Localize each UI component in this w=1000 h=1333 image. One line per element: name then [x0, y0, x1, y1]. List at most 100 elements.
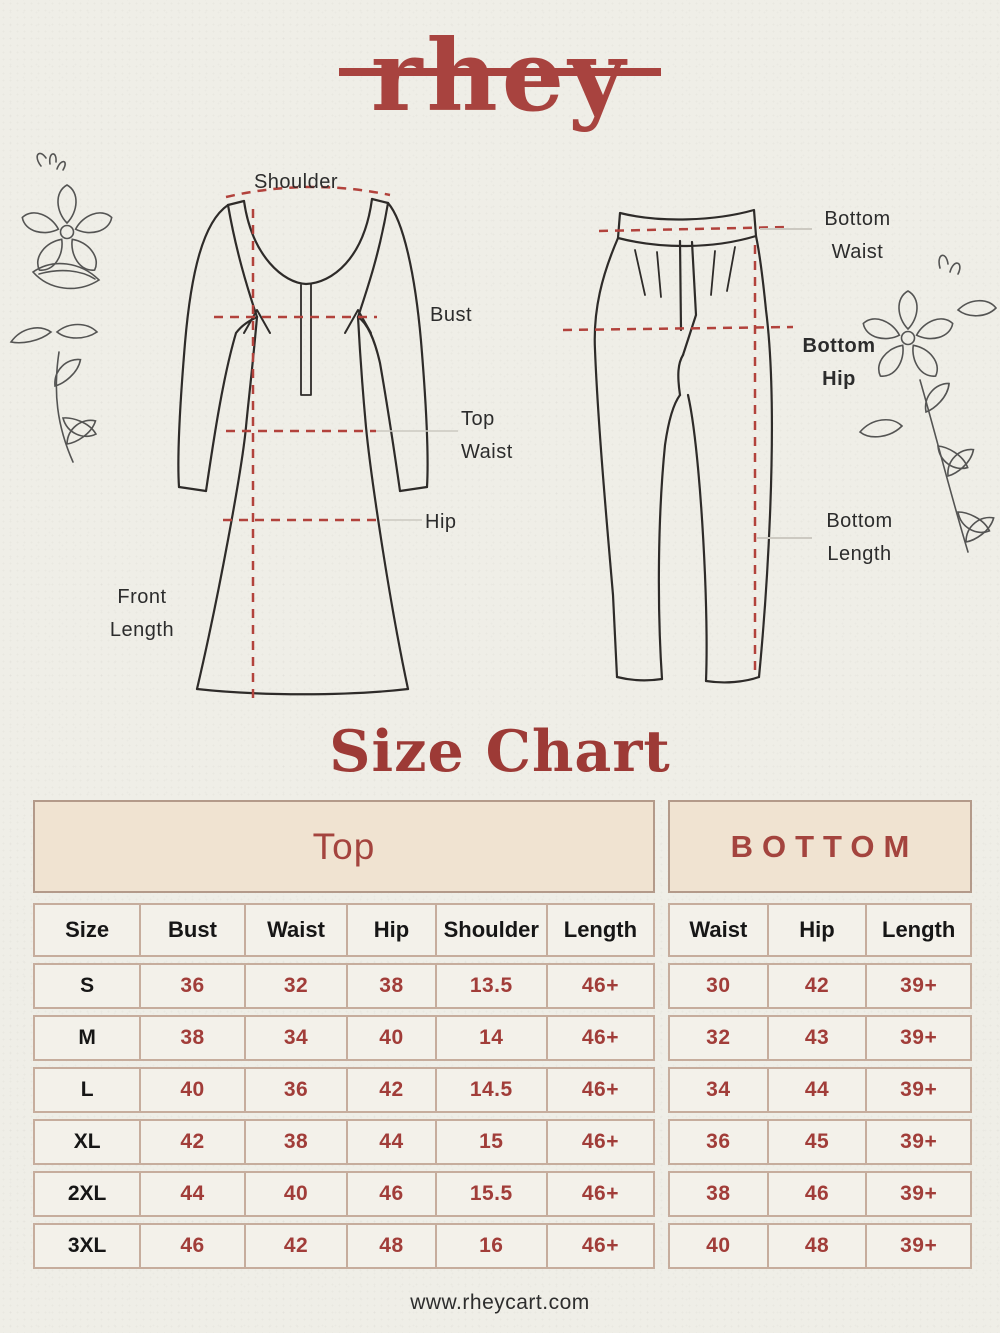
brand-header: rhey — [0, 28, 1000, 126]
table-row: XL 42 38 44 15 46+ — [33, 1119, 655, 1165]
size-chart-tables: Top Size Bust Waist Hip Shoulder Length … — [33, 800, 972, 1275]
table-row: 3XL 46 42 48 16 46+ — [33, 1223, 655, 1269]
waist-cell: 40 — [246, 1173, 349, 1215]
size-cell: XL — [35, 1121, 142, 1163]
bottom-hip-label-line1: Bottom — [802, 335, 876, 357]
hip-cell: 46 — [348, 1173, 437, 1215]
bust-cell: 44 — [141, 1173, 246, 1215]
hip-cell: 38 — [348, 965, 437, 1007]
front-length-label: Front Length — [98, 581, 186, 647]
top-table-band: Top — [33, 800, 655, 893]
waist-cell: 36 — [670, 1121, 769, 1163]
column-header-length: Length — [563, 917, 638, 942]
length-cell: 39+ — [900, 1130, 938, 1153]
waist-cell: 38 — [246, 1121, 349, 1163]
waist-cell: 36 — [246, 1069, 349, 1111]
hip-label: Hip — [425, 511, 457, 533]
top-waist-label-line1: Top — [461, 408, 495, 430]
brand-logo: rhey — [338, 28, 662, 126]
table-row: 30 42 39+ — [668, 963, 972, 1009]
column-header-waist: Waist — [670, 905, 769, 955]
waist-cell: 40 — [670, 1225, 769, 1267]
waist-cell: 38 — [670, 1173, 769, 1215]
column-header-shoulder: Shoulder — [437, 905, 548, 955]
table-row: 38 46 39+ — [668, 1171, 972, 1217]
hip-cell: 48 — [348, 1225, 437, 1267]
length-label-connector — [757, 537, 812, 539]
hip-cell: 40 — [348, 1017, 437, 1059]
size-cell: M — [35, 1017, 142, 1059]
shoulder-cell: 13.5 — [437, 965, 548, 1007]
top-table-band-label: Top — [312, 825, 376, 867]
bottom-waist-label: Bottom Waist — [800, 203, 915, 269]
shoulder-cell: 14.5 — [437, 1069, 548, 1111]
shoulder-cell: 15.5 — [437, 1173, 548, 1215]
length-cell: 39+ — [900, 1234, 938, 1257]
front-length-label-line2: Length — [109, 619, 175, 641]
table-row: 36 45 39+ — [668, 1119, 972, 1165]
column-header-length: Length — [882, 917, 956, 942]
length-cell: 46+ — [581, 974, 619, 997]
length-cell: 39+ — [900, 1078, 938, 1101]
column-header-hip: Hip — [769, 905, 868, 955]
top-waist-label-line2: Waist — [461, 441, 513, 463]
column-header-hip: Hip — [348, 905, 437, 955]
waist-cell: 34 — [670, 1069, 769, 1111]
table-row: L 40 36 42 14.5 46+ — [33, 1067, 655, 1113]
length-cell: 39+ — [900, 974, 938, 997]
length-cell: 46+ — [581, 1130, 619, 1153]
shoulder-cell: 14 — [437, 1017, 548, 1059]
top-size-table: Top Size Bust Waist Hip Shoulder Length … — [33, 800, 655, 1275]
size-cell: S — [35, 965, 142, 1007]
waist-cell: 30 — [670, 965, 769, 1007]
hip-cell: 44 — [348, 1121, 437, 1163]
column-header-waist: Waist — [246, 905, 349, 955]
shoulder-cell: 16 — [437, 1225, 548, 1267]
bottom-table-header-row: Waist Hip Length — [668, 903, 972, 957]
bottom-garment-diagram — [562, 208, 794, 684]
length-cell: 39+ — [900, 1026, 938, 1049]
hip-cell: 42 — [348, 1069, 437, 1111]
waist-cell: 32 — [246, 965, 349, 1007]
bust-cell: 40 — [141, 1069, 246, 1111]
logo-shirorekha-bar — [338, 68, 662, 76]
top-table-header-row: Size Bust Waist Hip Shoulder Length — [33, 903, 655, 957]
hip-cell: 44 — [769, 1069, 868, 1111]
length-cell: 46+ — [581, 1078, 619, 1101]
top-waist-label: Top Waist — [461, 403, 513, 469]
hip-cell: 42 — [769, 965, 868, 1007]
bottom-hip-label: Bottom Hip — [783, 330, 895, 396]
bust-cell: 42 — [141, 1121, 246, 1163]
table-row: S 36 32 38 13.5 46+ — [33, 963, 655, 1009]
size-cell: L — [35, 1069, 142, 1111]
length-cell: 46+ — [581, 1026, 619, 1049]
bottom-waist-label-line1: Bottom — [824, 208, 891, 230]
shoulder-label: Shoulder — [253, 171, 339, 193]
length-cell: 46+ — [581, 1234, 619, 1257]
hip-cell: 48 — [769, 1225, 868, 1267]
bust-cell: 38 — [141, 1017, 246, 1059]
table-row: 32 43 39+ — [668, 1015, 972, 1061]
shoulder-cell: 15 — [437, 1121, 548, 1163]
floral-decoration-right — [858, 254, 998, 553]
hip-cell: 43 — [769, 1017, 868, 1059]
bust-label: Bust — [430, 304, 473, 326]
column-header-size: Size — [35, 905, 142, 955]
front-length-label-line1: Front — [117, 586, 167, 608]
top-garment-diagram — [177, 185, 458, 705]
column-header-bust: Bust — [141, 905, 246, 955]
table-row: 40 48 39+ — [668, 1223, 972, 1269]
brand-logo-text: rhey — [370, 19, 630, 134]
waist-label-connector — [760, 228, 812, 230]
bottom-hip-label-line2: Hip — [822, 368, 856, 390]
waist-cell: 34 — [246, 1017, 349, 1059]
hip-cell: 46 — [769, 1173, 868, 1215]
hip-cell: 45 — [769, 1121, 868, 1163]
website-url: www.rheycart.com — [410, 1291, 590, 1314]
bottom-length-label-line2: Length — [827, 543, 892, 565]
bottom-table-band: BOTTOM — [668, 800, 972, 893]
bottom-size-table: BOTTOM Waist Hip Length 30 42 39+ 32 43 … — [668, 800, 972, 1275]
table-row: 34 44 39+ — [668, 1067, 972, 1113]
size-cell: 3XL — [35, 1225, 142, 1267]
